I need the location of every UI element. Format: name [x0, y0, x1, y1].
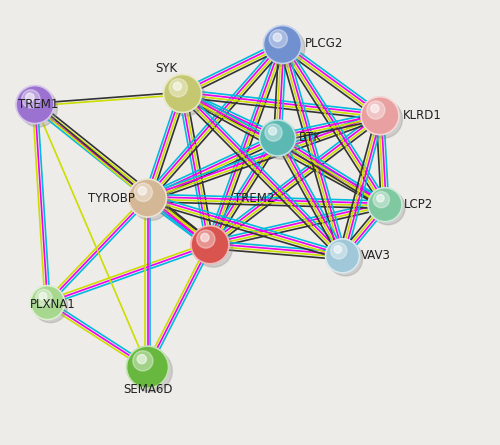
Circle shape	[20, 89, 58, 127]
Circle shape	[130, 350, 172, 392]
Text: SEMA6D: SEMA6D	[123, 383, 172, 396]
Circle shape	[128, 179, 166, 217]
Circle shape	[16, 85, 54, 124]
Circle shape	[361, 97, 399, 135]
Text: BTK: BTK	[299, 131, 322, 145]
Circle shape	[366, 101, 385, 119]
Text: TYROBP: TYROBP	[88, 191, 135, 205]
Text: TREM2: TREM2	[234, 191, 274, 205]
Circle shape	[137, 355, 146, 364]
Circle shape	[371, 191, 405, 225]
Circle shape	[273, 33, 281, 41]
Circle shape	[262, 123, 298, 159]
Circle shape	[167, 78, 205, 116]
Text: TREM1: TREM1	[18, 98, 58, 111]
Circle shape	[200, 233, 209, 242]
Circle shape	[265, 124, 282, 141]
Circle shape	[30, 286, 64, 320]
Circle shape	[373, 191, 390, 208]
Circle shape	[194, 229, 232, 267]
Circle shape	[330, 243, 347, 259]
Circle shape	[334, 246, 342, 253]
Circle shape	[269, 30, 287, 48]
Circle shape	[260, 120, 296, 156]
Circle shape	[134, 183, 152, 202]
Circle shape	[368, 188, 402, 222]
Circle shape	[164, 74, 202, 113]
Circle shape	[39, 292, 46, 300]
Text: VAV3: VAV3	[361, 249, 391, 263]
Text: SYK: SYK	[156, 62, 178, 76]
Circle shape	[138, 186, 146, 195]
Circle shape	[326, 239, 360, 273]
Circle shape	[364, 100, 403, 138]
Circle shape	[376, 194, 384, 202]
Circle shape	[267, 29, 305, 67]
Circle shape	[268, 127, 276, 135]
Circle shape	[26, 93, 34, 101]
Circle shape	[126, 346, 168, 388]
Text: LCP2: LCP2	[404, 198, 433, 211]
Circle shape	[22, 90, 40, 108]
Circle shape	[196, 230, 215, 248]
Circle shape	[132, 182, 170, 220]
Text: KLRD1: KLRD1	[402, 109, 442, 122]
Circle shape	[173, 82, 182, 90]
Circle shape	[370, 104, 379, 113]
Circle shape	[191, 226, 229, 264]
Circle shape	[264, 25, 302, 64]
Circle shape	[328, 242, 362, 276]
Circle shape	[133, 351, 153, 371]
Circle shape	[36, 289, 52, 306]
Circle shape	[34, 289, 68, 323]
Circle shape	[169, 79, 188, 97]
Text: PLCG2: PLCG2	[305, 37, 344, 50]
Text: PLXNA1: PLXNA1	[30, 298, 76, 312]
